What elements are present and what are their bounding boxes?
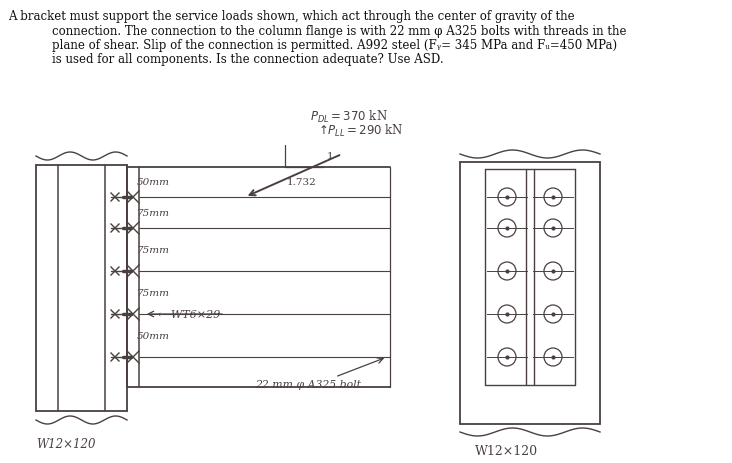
Text: W12×120: W12×120 (475, 444, 538, 457)
Text: $P_{DL}=370$ kN: $P_{DL}=370$ kN (310, 109, 388, 125)
Text: 50mm: 50mm (137, 178, 170, 187)
Text: is used for all components. Is the connection adequate? Use ASD.: is used for all components. Is the conne… (52, 53, 444, 66)
Text: 22 mm φ A325 bolt: 22 mm φ A325 bolt (255, 379, 361, 389)
Text: A bracket must support the service loads shown, which act through the center of : A bracket must support the service loads… (8, 10, 575, 23)
Text: 75mm: 75mm (137, 288, 170, 297)
Text: 1.732: 1.732 (287, 178, 317, 187)
Text: connection. The connection to the column flange is with 22 mm φ A325 bolts with : connection. The connection to the column… (52, 25, 627, 38)
Text: 75mm: 75mm (137, 245, 170, 255)
Text: 1: 1 (327, 152, 334, 161)
Text: W12×120: W12×120 (36, 437, 95, 450)
Text: plane of shear. Slip of the connection is permitted. A992 steel (Fᵧ= 345 MPa and: plane of shear. Slip of the connection i… (52, 39, 617, 52)
Text: ← WT6×29: ← WT6×29 (157, 309, 220, 319)
Text: 75mm: 75mm (137, 208, 170, 218)
Text: 50mm: 50mm (137, 332, 170, 340)
Text: $↑ P_{LL}=290$ kN: $↑ P_{LL}=290$ kN (318, 123, 403, 139)
